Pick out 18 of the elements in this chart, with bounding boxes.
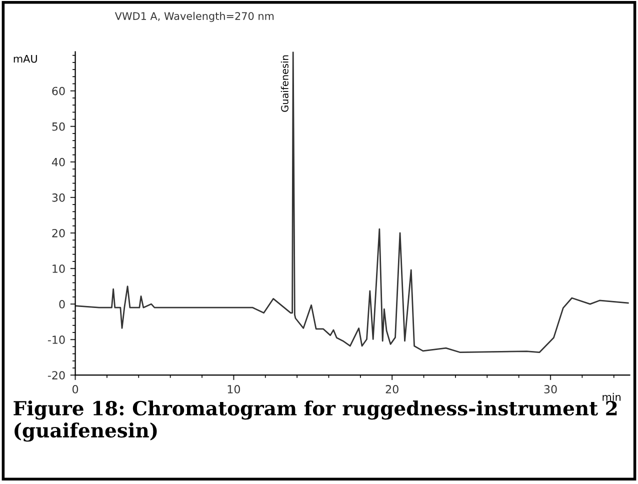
- y-tick-label: 60: [52, 86, 65, 96]
- x-tick-label: 10: [228, 385, 240, 394]
- y-tick-label: 20: [52, 228, 65, 238]
- x-tick-label: 0: [72, 385, 78, 394]
- chart-title: VWD1 A, Wavelength=270 nm: [114, 12, 274, 22]
- y-tick-label: 30: [52, 193, 65, 202]
- y-tick-label: 10: [52, 264, 65, 273]
- y-tick-label: 0: [59, 300, 65, 308]
- caption: Figure 18: Chromatogram for ruggedness-instrument 2 (guaifenesin): [14, 400, 617, 442]
- y-tick-label: -10: [48, 336, 65, 344]
- x-axis-title: min: [602, 392, 621, 401]
- y-tick-label: 50: [52, 122, 65, 131]
- y-axis-title: mAU: [14, 54, 37, 63]
- x-tick-label: 20: [386, 385, 398, 394]
- y-tick-label: 40: [52, 158, 65, 166]
- x-tick-label: 30: [544, 385, 557, 394]
- y-tick-label: -20: [48, 371, 65, 380]
- annotation: Guaifenesin: [280, 55, 288, 112]
